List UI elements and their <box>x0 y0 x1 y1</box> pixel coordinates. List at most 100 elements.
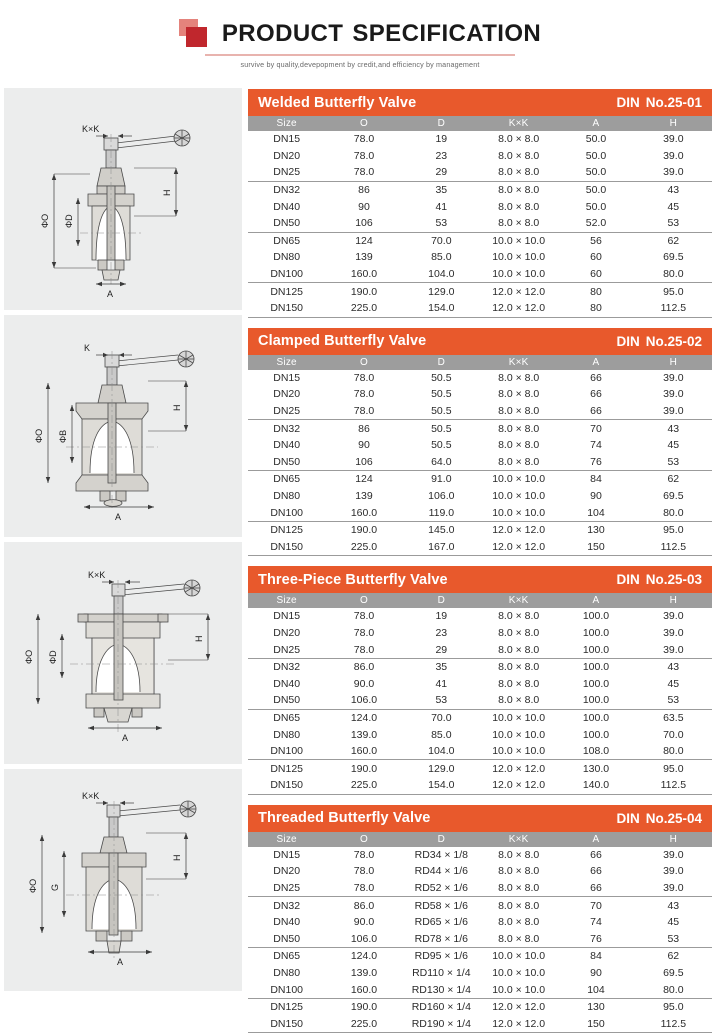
cell-kk: 8.0 × 8.0 <box>479 675 558 693</box>
cell-kk: 12.0 × 12.0 <box>479 759 558 777</box>
cell-h: 112.5 <box>634 538 712 557</box>
column-header-a: A <box>557 593 635 609</box>
cell-h: 80.0 <box>634 265 712 284</box>
table-row: DN65 124.0 RD95 × 1/6 10.0 × 10.0 84 62 <box>248 947 712 965</box>
cell-o: 90.0 <box>325 675 403 693</box>
cell-size: DN150 <box>248 1015 326 1033</box>
brand-block: PRODUCT SPECIFICATION survive by quality,… <box>178 19 541 69</box>
cell-d: 91.0 <box>402 470 480 488</box>
cell-h: 53 <box>634 930 712 949</box>
cell-o: 78.0 <box>325 147 403 165</box>
table-row: DN65 124 91.0 10.0 × 10.0 84 62 <box>248 470 712 488</box>
column-header-o: O <box>325 354 403 370</box>
table-row: DN100 160.0 RD130 × 1/4 10.0 × 10.0 104 80.0 <box>248 981 712 999</box>
column-header-o: O <box>325 116 403 131</box>
table-row: DN32 86.0 35 8.0 × 8.0 100.0 43 <box>248 658 712 676</box>
cell-size: DN15 <box>248 608 326 625</box>
column-header-a: A <box>557 354 635 370</box>
din-prefix: DIN <box>616 95 640 110</box>
table-row: DN32 86 35 8.0 × 8.0 50.0 43 <box>248 181 712 199</box>
cell-h: 45 <box>634 913 712 931</box>
cell-a: 74 <box>557 436 635 454</box>
cell-o: 78.0 <box>325 164 403 182</box>
column-header-size: Size <box>248 354 326 370</box>
cell-a: 150 <box>557 1015 635 1033</box>
cell-a: 66 <box>557 846 635 864</box>
dim-inner-label: G <box>50 884 60 891</box>
cell-h: 39.0 <box>634 863 712 880</box>
column-header-d: D <box>402 354 480 370</box>
table-row: DN100 160.0 119.0 10.0 × 10.0 104 80.0 <box>248 504 712 522</box>
cell-o: 124.0 <box>325 709 403 727</box>
brand-slogan: survive by quality,devepopment by credit… <box>240 60 480 69</box>
column-header-h: H <box>634 354 712 370</box>
cell-d: 104.0 <box>402 742 480 761</box>
cell-size: DN150 <box>248 538 326 557</box>
page-title-word-2: SPECIFICATION <box>352 20 542 47</box>
cell-size: DN80 <box>248 726 326 743</box>
table-row: DN25 78.0 29 8.0 × 8.0 50.0 39.0 <box>248 164 712 182</box>
cell-o: 190.0 <box>325 521 403 539</box>
cell-size: DN20 <box>248 386 326 403</box>
table-row: DN150 225.0 154.0 12.0 × 12.0 140.0 112.5 <box>248 777 712 795</box>
column-header-d: D <box>402 831 480 847</box>
figures-column: K×K ΦO ΦD H A <box>4 88 242 1033</box>
cell-h: 39.0 <box>634 131 712 148</box>
table-title: Clamped Butterfly Valve <box>258 333 427 350</box>
cell-o: 90 <box>325 198 403 215</box>
cell-h: 39.0 <box>634 369 712 387</box>
cell-o: 106.0 <box>325 692 403 710</box>
table-standard-code: DIN No.25-02 <box>480 328 712 355</box>
cell-d: 29 <box>402 164 480 182</box>
cell-o: 78.0 <box>325 879 403 898</box>
cell-d: 50.5 <box>402 402 480 421</box>
cell-size: DN20 <box>248 624 326 642</box>
cell-a: 84 <box>557 947 635 965</box>
cell-h: 39.0 <box>634 641 712 659</box>
cell-kk: 10.0 × 10.0 <box>479 964 558 982</box>
cell-a: 70 <box>557 896 635 914</box>
cell-h: 43 <box>634 658 712 676</box>
cell-size: DN80 <box>248 487 326 505</box>
cell-h: 39.0 <box>634 624 712 642</box>
cell-o: 86.0 <box>325 896 403 914</box>
cell-d: RD160 × 1/4 <box>402 998 480 1016</box>
column-header-row: Size O D K×K A H <box>248 354 712 370</box>
cell-size: DN125 <box>248 998 326 1016</box>
welded-butterfly-valve-drawing: K×K ΦO ΦD H A <box>4 88 242 310</box>
cell-kk: 10.0 × 10.0 <box>479 742 558 761</box>
cell-kk: 10.0 × 10.0 <box>479 470 558 488</box>
table-standard-code: DIN No.25-03 <box>480 566 712 593</box>
table-row: DN50 106 53 8.0 × 8.0 52.0 53 <box>248 214 712 233</box>
dim-outer-label: ΦO <box>40 214 50 228</box>
column-header-d: D <box>402 116 480 131</box>
table-title-bar: Threaded Butterfly Valve DIN No.25-04 <box>248 804 712 832</box>
dim-height-label: H <box>172 405 182 412</box>
cell-a: 66 <box>557 879 635 898</box>
cell-d: RD58 × 1/6 <box>402 896 480 914</box>
table-row: DN65 124 70.0 10.0 × 10.0 56 62 <box>248 232 712 250</box>
page-header: PRODUCT SPECIFICATION survive by quality,… <box>0 0 720 88</box>
cell-size: DN32 <box>248 658 326 676</box>
table-row: DN40 90.0 RD65 × 1/6 8.0 × 8.0 74 45 <box>248 913 712 931</box>
cell-h: 43 <box>634 181 712 199</box>
column-header-row: Size O D K×K A H <box>248 116 712 131</box>
table-row: DN20 78.0 50.5 8.0 × 8.0 66 39.0 <box>248 386 712 403</box>
cell-a: 100.0 <box>557 709 635 727</box>
cell-d: 70.0 <box>402 709 480 727</box>
cell-kk: 8.0 × 8.0 <box>479 608 558 625</box>
cell-o: 139 <box>325 487 403 505</box>
cell-d: 154.0 <box>402 299 480 318</box>
cell-h: 80.0 <box>634 981 712 999</box>
cell-kk: 8.0 × 8.0 <box>479 436 558 454</box>
cell-d: 23 <box>402 147 480 165</box>
table-row: DN40 90.0 41 8.0 × 8.0 100.0 45 <box>248 675 712 693</box>
table-row: DN32 86 50.5 8.0 × 8.0 70 43 <box>248 419 712 437</box>
dim-inner-label: ΦB <box>58 430 68 443</box>
cell-d: RD44 × 1/6 <box>402 863 480 880</box>
cell-d: RD130 × 1/4 <box>402 981 480 999</box>
cell-size: DN125 <box>248 759 326 777</box>
cell-o: 78.0 <box>325 608 403 625</box>
cell-h: 95.0 <box>634 521 712 539</box>
cell-a: 76 <box>557 930 635 949</box>
